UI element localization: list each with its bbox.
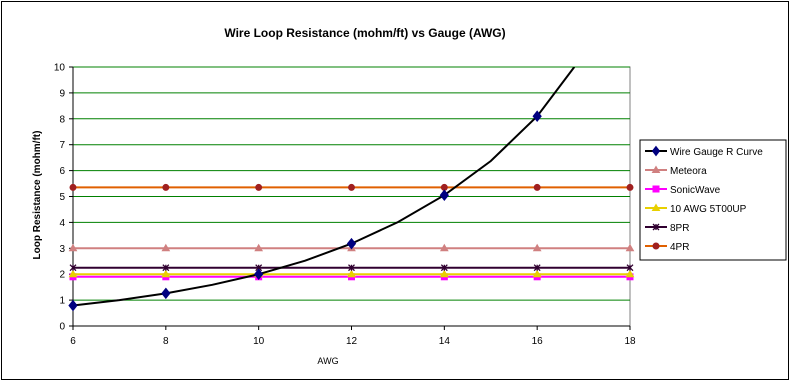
data-point [532,110,542,123]
x-axis-label: AWG [317,356,338,366]
data-point [532,269,542,278]
data-point [439,189,449,202]
data-point [254,268,264,281]
x-tick-label: 10 [253,336,265,347]
data-point [68,243,78,252]
data-point [347,269,356,278]
x-tick-label: 8 [163,336,169,347]
data-point [439,269,449,278]
data-point [532,243,542,252]
y-tick-label: 5 [59,192,65,203]
series-line [72,67,576,307]
x-tick-label: 16 [532,336,544,347]
chart-title: Wire Loop Resistance (mohm/ft) vs Gauge … [224,26,505,40]
data-point [161,287,171,300]
y-axis-label: Loop Resistance (mohm/ft) [32,131,43,260]
legend-label: 4PR [670,242,689,253]
data-point [162,264,170,272]
legend-label: SonicWave [670,185,721,196]
legend-label: 10 AWG 5T00UP [670,204,747,215]
data-point [254,243,264,252]
data-point [346,237,357,250]
data-point [625,243,635,252]
data-point [69,264,77,272]
legend-swatch-marker [652,223,660,231]
data-point [69,183,77,191]
data-point [348,264,355,272]
legend-item: 8PR [645,223,689,234]
y-tick-label: 10 [54,63,66,74]
legend-swatch-marker [651,145,661,157]
y-tick-label: 0 [59,322,65,333]
series-layer [68,67,635,312]
y-tick-label: 1 [59,296,65,307]
data-point [625,269,635,278]
x-tick-label: 6 [70,336,76,347]
y-tick-label: 3 [59,244,65,255]
data-point [161,269,171,278]
y-tick-label: 9 [59,88,65,99]
data-point [68,299,78,312]
y-tick-label: 8 [59,114,65,125]
y-tick-label: 6 [59,166,65,177]
legend-item: Meteora [645,165,707,177]
legend-box [639,139,787,261]
legend-swatch-marker [652,185,660,193]
series-wire-gauge-r-curve [68,67,576,312]
x-tick-label: 12 [346,336,358,347]
data-point [162,183,170,191]
data-point [161,243,171,252]
data-point [533,183,541,191]
data-point [255,183,263,191]
legend-label: Wire Gauge R Curve [670,147,763,158]
data-point [439,243,449,252]
legend: Wire Gauge R Curve Meteora SonicWave 10 AWG… [639,139,787,261]
legend-label: Meteora [670,166,707,177]
data-point [440,264,448,272]
y-tick-label: 4 [59,218,65,229]
data-point [626,264,634,272]
data-point [626,183,634,191]
legend-item: 4PR [645,242,689,253]
legend-item: SonicWave [645,185,721,196]
series-8pr [69,264,634,272]
data-point [68,269,78,278]
x-tick-label: 14 [439,336,451,347]
data-point [533,264,541,272]
legend-label: 8PR [670,223,689,234]
y-tick-label: 7 [59,140,65,151]
legend-swatch-marker [651,203,661,211]
legend-item: Wire Gauge R Curve [645,145,763,158]
legend-item: 10 AWG 5T00UP [645,203,747,215]
data-point [348,183,355,191]
x-tick-label: 18 [624,336,636,347]
legend-swatch-marker [651,165,661,173]
y-tick-label: 2 [59,270,65,281]
legend-swatch-marker [652,242,660,250]
